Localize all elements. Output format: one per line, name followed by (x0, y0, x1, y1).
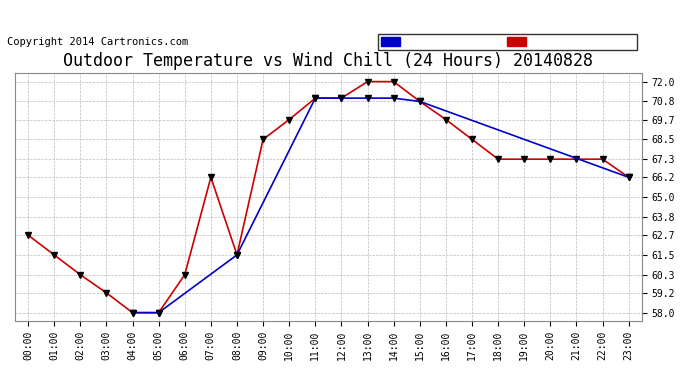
Legend: Wind Chill  (°F), Temperature  (°F): Wind Chill (°F), Temperature (°F) (378, 34, 637, 50)
Title: Outdoor Temperature vs Wind Chill (24 Hours) 20140828: Outdoor Temperature vs Wind Chill (24 Ho… (63, 53, 593, 70)
Text: Copyright 2014 Cartronics.com: Copyright 2014 Cartronics.com (7, 37, 188, 47)
